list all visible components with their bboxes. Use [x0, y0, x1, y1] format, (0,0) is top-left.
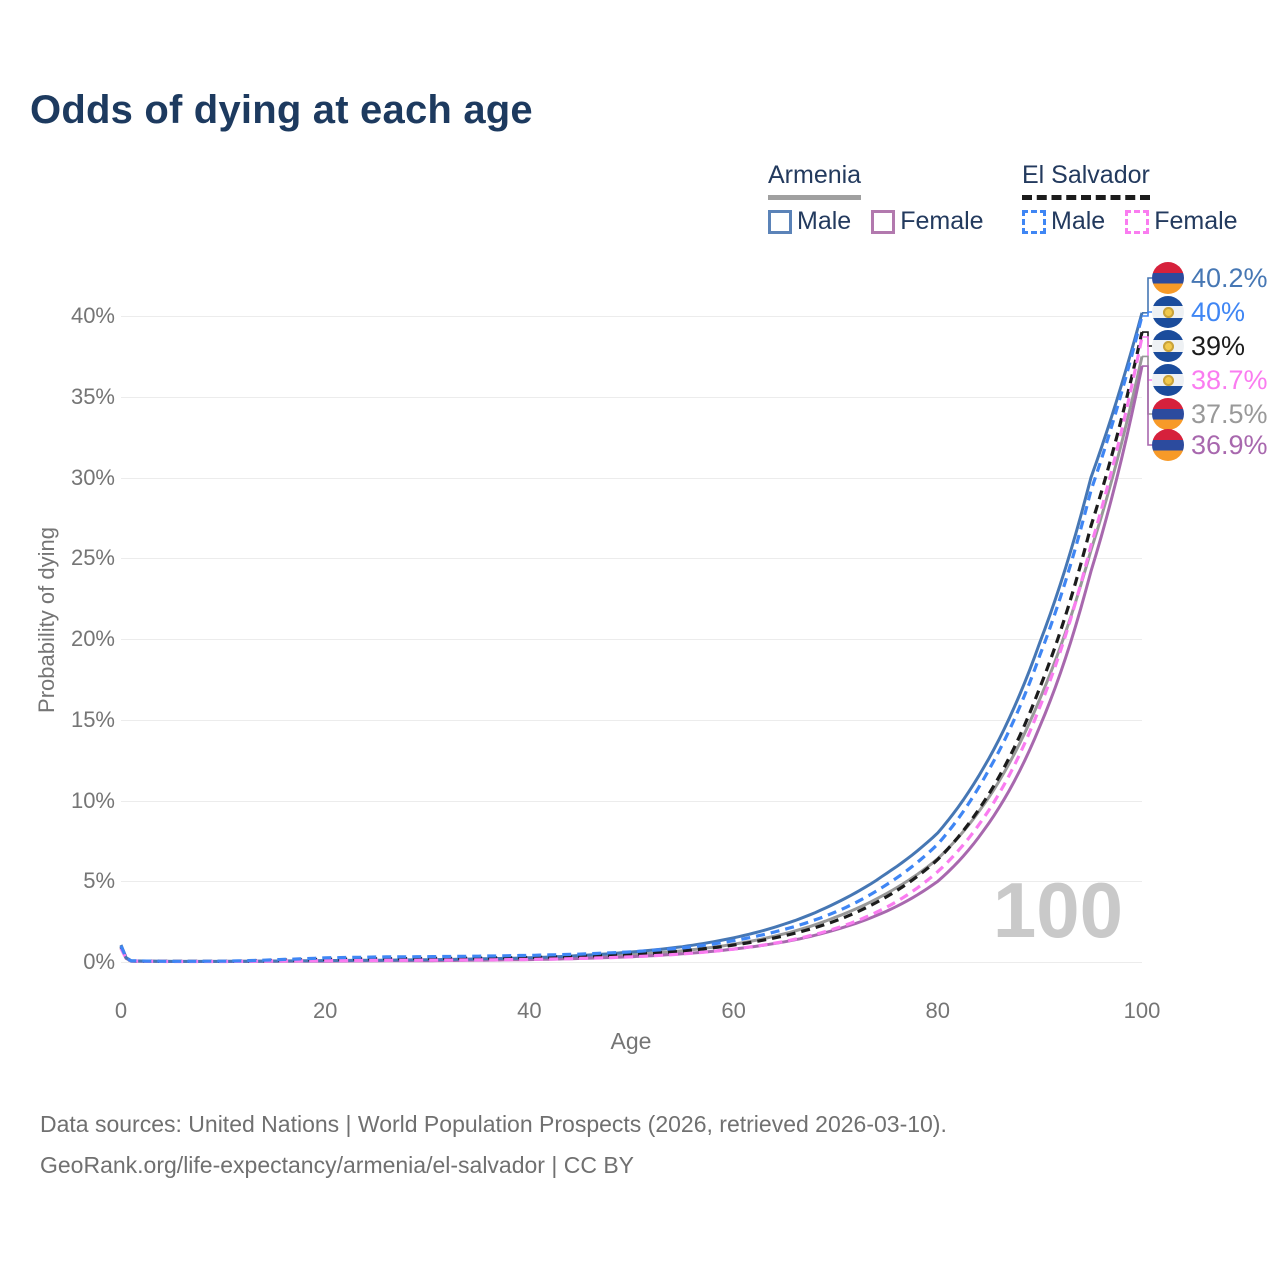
end-value-label: 40.2%	[1191, 262, 1268, 293]
gridline	[121, 719, 1142, 721]
y-axis-title: Probability of dying	[34, 527, 59, 713]
y-tick-label: 30%	[70, 464, 115, 490]
y-tick-label: 5%	[83, 868, 115, 894]
end-label-armenia-male: 40.2%	[1152, 262, 1268, 294]
legend-group-el-salvador: El Salvador Male Female	[1022, 161, 1238, 236]
legend-label: Female	[900, 207, 984, 235]
legend-header-armenia: Armenia	[768, 161, 862, 200]
label-connector-el-salvador-male	[1142, 311, 1152, 317]
gridline	[121, 396, 1142, 398]
gridline	[121, 639, 1142, 640]
legend-item-armenia-male[interactable]: Male	[768, 207, 851, 236]
y-tick-label: 25%	[70, 545, 115, 571]
el-salvador-flag-icon	[1152, 296, 1184, 328]
armenia-flag-icon	[1152, 262, 1184, 294]
end-value-label: 39%	[1191, 330, 1246, 361]
label-connector-el-salvador-female	[1142, 336, 1152, 381]
legend-label: Female	[1154, 207, 1238, 235]
x-tick-label: 0	[114, 998, 128, 1023]
x-tick-label: 100	[1123, 998, 1161, 1023]
y-tick-label: 0%	[83, 949, 115, 974]
footer-source-url: GeoRank.org/life-expectancy/armenia/el-s…	[40, 1152, 635, 1178]
y-tick-label: 10%	[70, 787, 115, 813]
y-tick-label: 15%	[70, 706, 115, 732]
y-tick-label: 40%	[70, 303, 115, 328]
el-salvador-flag-icon	[1152, 364, 1184, 396]
line-el-salvador-female	[119, 336, 1144, 964]
age-hover-indicator: 100	[992, 866, 1123, 954]
gridline	[121, 558, 1142, 560]
end-label-el-salvador-both: 39%	[1152, 330, 1245, 362]
gridline	[121, 962, 1142, 963]
gridline	[121, 316, 1142, 317]
x-tick-label: 20	[312, 998, 338, 1023]
x-tick-label: 40	[517, 998, 542, 1023]
label-connector-armenia-both	[1142, 355, 1152, 415]
y-tick-label: 35%	[70, 383, 115, 409]
end-value-label: 38.7%	[1191, 364, 1268, 395]
end-label-armenia-female: 36.9%	[1152, 429, 1268, 461]
armenia-female-swatch-icon	[871, 209, 896, 234]
line-armenia-both	[119, 356, 1144, 963]
legend-label: Male	[1051, 207, 1106, 235]
page-title: Odds of dying at each age	[30, 88, 533, 132]
armenia-flag-icon	[1152, 398, 1184, 430]
gridline	[121, 881, 1142, 883]
el-salvador-male-swatch-icon	[1022, 209, 1046, 234]
legend-item-el-salvador-female[interactable]: Female	[1125, 207, 1238, 236]
gridline	[121, 477, 1142, 479]
legend-header-el-salvador: El Salvador	[1022, 161, 1150, 200]
el-salvador-female-swatch-icon	[1125, 209, 1150, 234]
label-connector-armenia-male	[1142, 277, 1152, 314]
el-salvador-flag-icon	[1152, 330, 1184, 362]
end-value-label: 37.5%	[1191, 398, 1268, 429]
end-label-el-salvador-female: 38.7%	[1152, 364, 1268, 396]
label-connector-armenia-female	[1142, 365, 1152, 446]
armenia-flag-icon	[1152, 429, 1184, 461]
x-tick-label: 80	[925, 998, 951, 1023]
line-armenia-female	[119, 365, 1144, 963]
end-label-el-salvador-male: 40%	[1152, 296, 1245, 328]
end-value-label: 36.9%	[1191, 429, 1268, 460]
line-el-salvador-both	[119, 331, 1144, 963]
legend-group-armenia: Armenia Male Female	[768, 161, 984, 236]
y-tick-label: 20%	[70, 626, 115, 651]
legend-label: Male	[797, 207, 852, 235]
footer-data-sources: Data sources: United Nations | World Pop…	[40, 1111, 947, 1137]
line-armenia-male	[119, 312, 1144, 963]
label-connector-el-salvador-both	[1142, 331, 1152, 347]
end-label-armenia-both: 37.5%	[1152, 398, 1268, 430]
legend-item-el-salvador-male[interactable]: Male	[1022, 207, 1105, 236]
x-axis-title: Age	[610, 1028, 652, 1054]
legend-item-armenia-female[interactable]: Female	[871, 207, 984, 236]
gridline	[121, 800, 1142, 802]
armenia-male-swatch-icon	[768, 209, 792, 234]
x-tick-label: 60	[721, 998, 746, 1023]
footer: Data sources: United Nations | World Pop…	[40, 1104, 947, 1186]
end-value-label: 40%	[1191, 296, 1246, 327]
